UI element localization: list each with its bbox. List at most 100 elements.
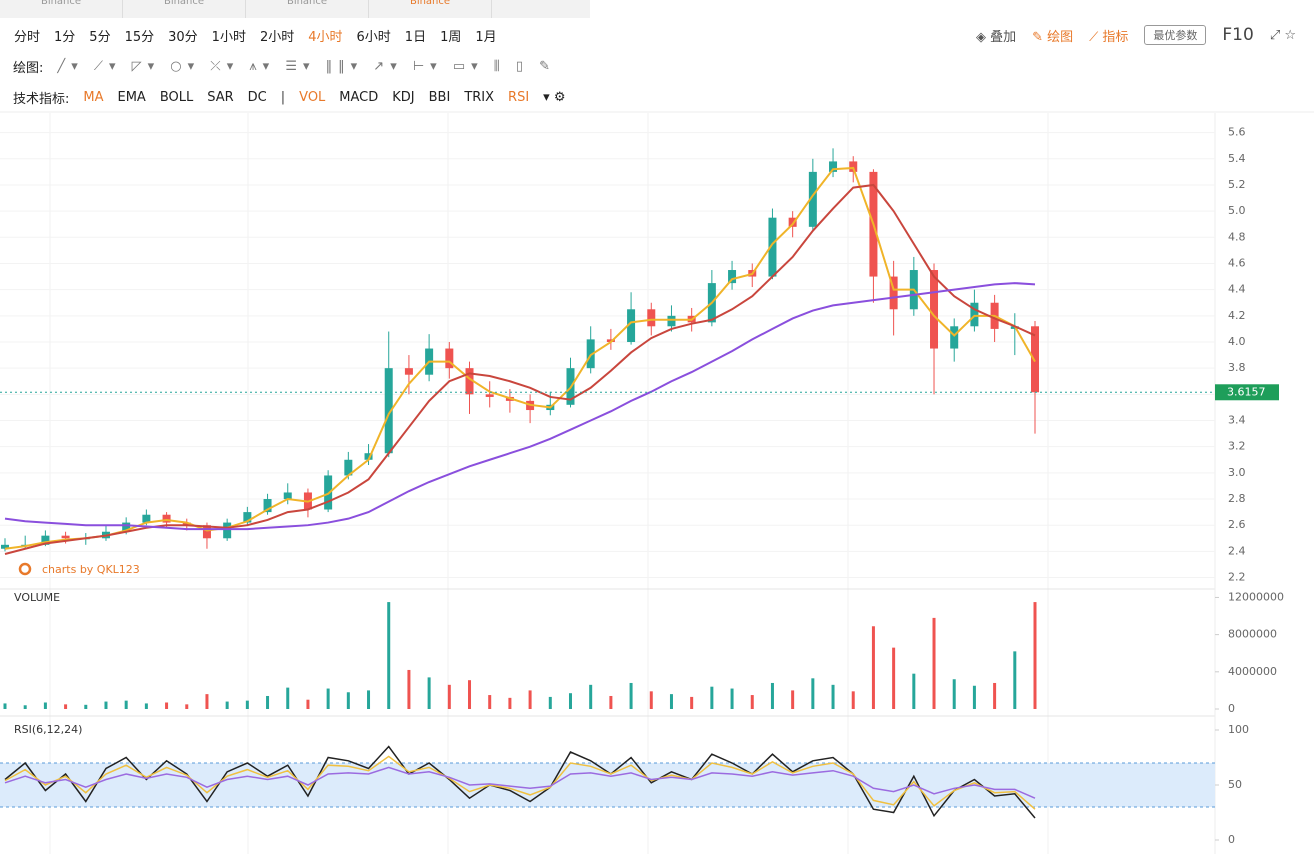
candle-body bbox=[142, 514, 151, 523]
y-tick-label: 3.2 bbox=[1228, 440, 1246, 453]
indicator[interactable]: VOL bbox=[299, 89, 326, 105]
timeframe[interactable]: 1月 bbox=[475, 29, 497, 45]
volume-bar bbox=[690, 696, 694, 709]
indicator-label: 技术指标: bbox=[13, 91, 70, 107]
timeframe[interactable]: 1周 bbox=[440, 29, 462, 45]
indicator-bar: 技术指标: MA EMA BOLL SAR DC | VOL MACD KDJ BBI TRIX RS… bbox=[0, 84, 1314, 110]
volume-bar bbox=[871, 626, 875, 709]
tool-label: 叠加 bbox=[990, 29, 1017, 45]
tab[interactable]: Binance bbox=[369, 0, 492, 18]
f10-button[interactable]: F10 bbox=[1222, 25, 1254, 45]
y-tick-label: 4.4 bbox=[1228, 283, 1246, 296]
indicator[interactable]: BOLL bbox=[159, 89, 194, 105]
volume-bar bbox=[932, 617, 936, 709]
volume-bar bbox=[770, 682, 774, 709]
volume-bar bbox=[710, 686, 714, 709]
y-tick-label: 4.0 bbox=[1228, 335, 1246, 348]
ma-line bbox=[4, 282, 1036, 531]
volume-bar bbox=[165, 702, 169, 709]
ma-line bbox=[4, 183, 1036, 555]
indicator[interactable]: DC bbox=[247, 89, 267, 105]
indicator[interactable]: MACD bbox=[339, 89, 379, 105]
volume-bar bbox=[1033, 602, 1037, 709]
tool-button[interactable]: ◈ 叠加 bbox=[975, 29, 1017, 45]
candle-body bbox=[202, 525, 211, 539]
volume-bar bbox=[548, 696, 552, 709]
candle-body bbox=[223, 522, 232, 539]
volume-bar bbox=[104, 701, 108, 709]
timeframe[interactable]: 1日 bbox=[404, 29, 427, 45]
volume-bar bbox=[266, 695, 270, 709]
indicator[interactable]: KDJ bbox=[392, 89, 415, 105]
candle-body bbox=[263, 499, 272, 513]
tool-button[interactable]: ✎ 绘图 bbox=[1032, 29, 1074, 45]
volume-bar bbox=[326, 688, 330, 709]
y-tick-label: 8000000 bbox=[1228, 628, 1277, 641]
indicator[interactable]: TRIX bbox=[464, 89, 495, 105]
candle-body bbox=[243, 512, 252, 523]
candle-body bbox=[788, 217, 797, 227]
y-tick-label: 4.2 bbox=[1228, 309, 1246, 322]
y-tick-label: 0 bbox=[1228, 702, 1235, 715]
timeframe[interactable]: 分时 bbox=[14, 29, 41, 45]
candle-body bbox=[1031, 326, 1039, 393]
tab[interactable]: Binance bbox=[246, 0, 369, 18]
candle-body bbox=[283, 492, 292, 500]
volume-bar bbox=[225, 701, 229, 709]
candle-body bbox=[950, 326, 959, 349]
tool-button[interactable]: ⟋ 指标 bbox=[1089, 29, 1129, 45]
timeframe[interactable]: 2小时 bbox=[259, 29, 295, 45]
indicator[interactable]: SAR bbox=[207, 89, 234, 105]
candle-body bbox=[61, 535, 70, 539]
volume-bar bbox=[851, 691, 855, 709]
timeframe[interactable]: 6小时 bbox=[356, 29, 391, 45]
timeframe[interactable]: 15分 bbox=[124, 29, 155, 45]
volume-bar bbox=[3, 703, 7, 709]
candle-body bbox=[849, 161, 858, 172]
y-tick-label: 12000000 bbox=[1228, 590, 1284, 603]
dropdown[interactable]: ▾ ⚙ bbox=[543, 89, 566, 105]
volume-bar bbox=[23, 705, 27, 709]
tab[interactable]: Binance bbox=[123, 0, 246, 18]
volume-bar bbox=[286, 687, 290, 709]
candle-body bbox=[404, 368, 413, 375]
indicator[interactable]: BBI bbox=[428, 89, 451, 105]
timeframe[interactable]: 5分 bbox=[89, 29, 111, 45]
volume-bar bbox=[1013, 651, 1017, 709]
volume-bar bbox=[185, 704, 189, 709]
candle-body bbox=[627, 309, 636, 342]
indicator[interactable]: RSI bbox=[508, 89, 530, 105]
drawing-tools[interactable]: ╱▾ ⟋▾ ◸▾ ○▾ ⤫▾ ⩚▾ ☰▾ ‖‖▾ ↗▾ ⊢▾ ▭▾ ⫼ ▯ ✎ bbox=[57, 58, 557, 74]
candle-body bbox=[829, 161, 838, 172]
indicator[interactable]: MA bbox=[83, 89, 104, 105]
volume-bar bbox=[447, 684, 451, 709]
candle-body bbox=[162, 514, 171, 523]
timeframe[interactable]: 4小时 bbox=[308, 29, 343, 45]
volume-bar bbox=[649, 691, 653, 709]
timeframe[interactable]: 30分 bbox=[168, 29, 198, 45]
candle-body bbox=[465, 368, 474, 395]
volume-bar bbox=[791, 690, 795, 709]
volume-bar bbox=[144, 703, 148, 709]
watermark-logo bbox=[18, 562, 32, 576]
candle-body bbox=[808, 171, 817, 227]
right-tools: ◈ 叠加 ✎ 绘图 ⟋ 指标 最优参数 F10 ⤢ ☆ bbox=[976, 25, 1296, 45]
volume-bar bbox=[84, 704, 88, 709]
volume-bar bbox=[124, 700, 128, 709]
y-tick-label: 3.0 bbox=[1228, 466, 1246, 479]
timeframe[interactable]: 1分 bbox=[54, 29, 76, 45]
tool-label: 指标 bbox=[1102, 29, 1129, 45]
timeframe[interactable]: 1小时 bbox=[211, 29, 246, 45]
volume-bar bbox=[669, 694, 673, 709]
volume-bar bbox=[468, 680, 472, 709]
params-button[interactable]: 最优参数 bbox=[1144, 25, 1207, 45]
draw-label: 绘图: bbox=[13, 60, 44, 76]
fullscreen-icon[interactable]: ⤢ ☆ bbox=[1269, 27, 1296, 43]
y-tick-label: 2.8 bbox=[1228, 492, 1246, 505]
indicator[interactable]: EMA bbox=[117, 89, 146, 105]
volume-bar bbox=[367, 690, 371, 709]
tab[interactable]: Binance bbox=[0, 0, 123, 18]
y-tick-label: 5.2 bbox=[1228, 178, 1246, 191]
volume-bar bbox=[629, 682, 633, 709]
